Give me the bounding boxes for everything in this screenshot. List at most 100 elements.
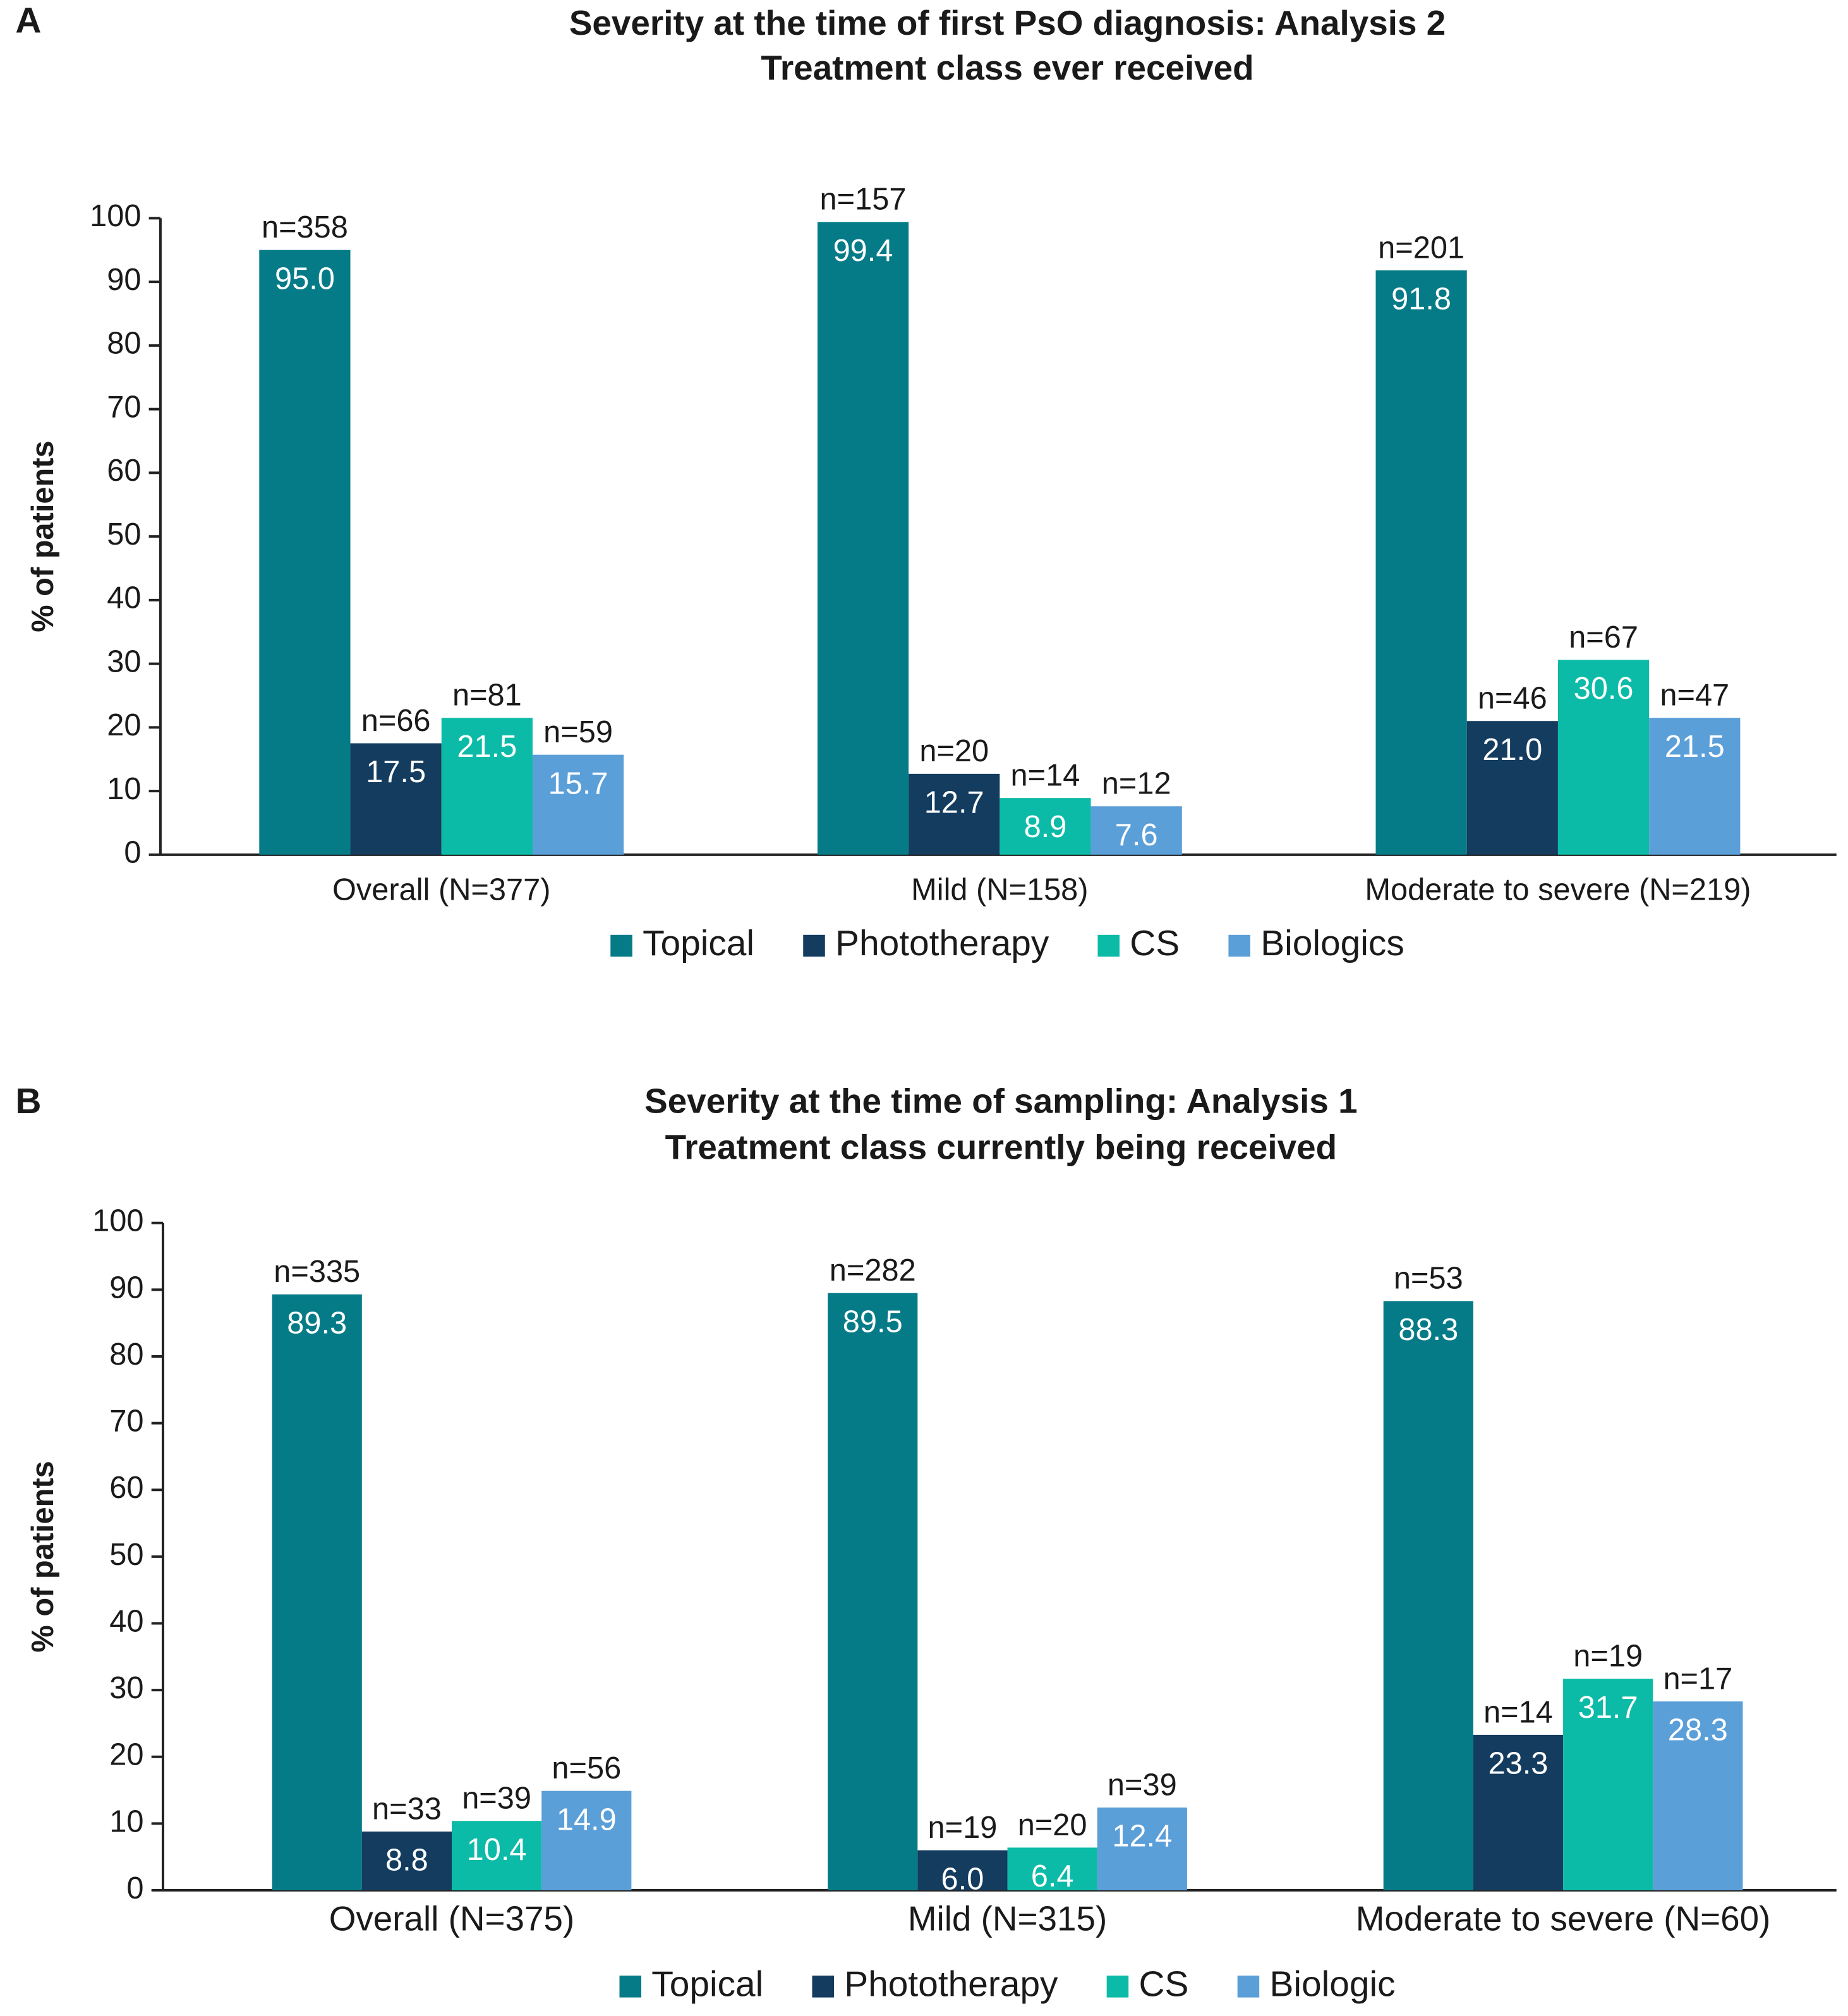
legend-swatch (803, 934, 825, 957)
bar (1563, 1679, 1653, 1891)
bar (917, 1850, 1008, 1891)
bar (1383, 1301, 1473, 1891)
x-tick-label: Mild (N=158) (911, 873, 1088, 907)
value-label: 89.5 (843, 1305, 903, 1339)
count-label: n=20 (919, 734, 989, 768)
legend-swatch (1097, 934, 1120, 957)
y-tick-label: 30 (109, 1671, 143, 1705)
y-axis-label: % of patients (26, 1461, 60, 1652)
count-label: n=67 (1569, 620, 1638, 655)
count-label: n=33 (372, 1792, 442, 1826)
bar (1375, 270, 1467, 855)
bar (259, 250, 351, 855)
value-label: 14.9 (557, 1802, 617, 1837)
value-label: 99.4 (833, 234, 893, 268)
value-label: 8.8 (385, 1844, 428, 1878)
x-tick-label: Mild (N=315) (908, 1898, 1107, 1938)
bar (817, 222, 909, 855)
count-label: n=20 (1018, 1808, 1087, 1842)
value-label: 15.7 (548, 766, 608, 800)
value-label: 21.5 (1665, 730, 1725, 764)
bar (828, 1293, 918, 1891)
count-label: n=39 (1108, 1768, 1177, 1802)
y-tick-label: 90 (109, 1271, 143, 1305)
count-label: n=358 (262, 210, 348, 244)
legend: Topical Phototherapy CS Biologics (610, 924, 1404, 963)
legend-swatch (610, 934, 632, 957)
legend-swatch (1106, 1976, 1129, 1998)
count-label: n=12 (1102, 767, 1171, 801)
count-label: n=19 (1573, 1639, 1643, 1674)
legend: Topical Phototherapy CS Biologic (619, 1964, 1396, 2004)
value-label: 7.6 (1115, 818, 1158, 852)
legend-label: CS (1130, 924, 1180, 963)
value-label: 31.7 (1578, 1691, 1638, 1725)
count-label: n=157 (820, 183, 907, 217)
bar (1649, 718, 1741, 855)
bar (441, 718, 533, 855)
count-label: n=19 (928, 1811, 998, 1845)
legend-label: Biologic (1269, 1964, 1395, 2004)
legend-label: Topical (651, 1964, 763, 2004)
y-tick-label: 40 (109, 1604, 143, 1638)
y-tick-label: 100 (92, 1204, 143, 1238)
y-tick-label: 70 (109, 1404, 143, 1439)
value-label: 95.0 (275, 262, 335, 296)
y-tick-label: 60 (109, 1471, 143, 1505)
count-label: n=53 (1394, 1262, 1463, 1296)
y-tick-label: 100 (90, 199, 141, 233)
legend-label: Phototherapy (844, 1964, 1058, 2004)
y-tick-label: 10 (107, 772, 141, 806)
y-tick-label: 80 (109, 1337, 143, 1372)
y-tick-label: 80 (107, 327, 141, 361)
count-label: n=17 (1663, 1662, 1732, 1696)
count-label: n=14 (1483, 1695, 1553, 1729)
bar (1473, 1734, 1564, 1891)
count-label: n=59 (543, 715, 613, 749)
count-label: n=81 (452, 679, 522, 713)
x-tick-label: Overall (N=375) (329, 1898, 575, 1938)
y-axis-label: % of patients (26, 440, 60, 632)
count-label: n=14 (1011, 759, 1080, 793)
bar (541, 1790, 632, 1891)
y-tick-label: 60 (107, 454, 141, 488)
bar (1007, 1847, 1097, 1891)
bar (532, 754, 624, 855)
value-label: 23.3 (1489, 1747, 1549, 1781)
value-label: 6.4 (1031, 1859, 1074, 1893)
value-label: 88.3 (1398, 1313, 1458, 1347)
chart-title: Severity at the time of first PsO diagno… (569, 3, 1446, 42)
legend-swatch (1237, 1976, 1260, 1998)
panel-letter: A (15, 1, 41, 41)
y-tick-label: 20 (109, 1738, 143, 1772)
legend-label: Biologics (1260, 924, 1404, 963)
legend-swatch (1228, 934, 1250, 957)
bar (272, 1294, 362, 1891)
panel-letter: B (15, 1082, 41, 1121)
count-label: n=335 (274, 1255, 360, 1289)
y-tick-label: 50 (107, 517, 141, 552)
value-label: 28.3 (1668, 1713, 1728, 1747)
chart-title: Treatment class currently being received (665, 1127, 1338, 1166)
bar (999, 798, 1091, 855)
legend-label: Phototherapy (835, 924, 1049, 963)
value-label: 21.0 (1482, 733, 1542, 767)
legend-swatch (619, 1976, 642, 1998)
y-tick-label: 0 (124, 836, 141, 870)
count-label: n=56 (552, 1751, 621, 1785)
chart-title: Treatment class ever received (761, 48, 1253, 87)
count-label: n=282 (830, 1253, 916, 1288)
value-label: 17.5 (366, 755, 426, 789)
y-tick-label: 20 (107, 708, 141, 742)
value-label: 12.7 (924, 785, 984, 819)
x-tick-label: Moderate to severe (N=60) (1356, 1898, 1771, 1938)
y-tick-label: 70 (107, 390, 141, 424)
value-label: 89.3 (287, 1306, 347, 1340)
legend-label: CS (1138, 1964, 1188, 2004)
bar (361, 1832, 452, 1891)
count-label: n=47 (1660, 679, 1729, 713)
y-tick-label: 30 (107, 644, 141, 679)
x-tick-label: Overall (N=377) (332, 873, 550, 907)
